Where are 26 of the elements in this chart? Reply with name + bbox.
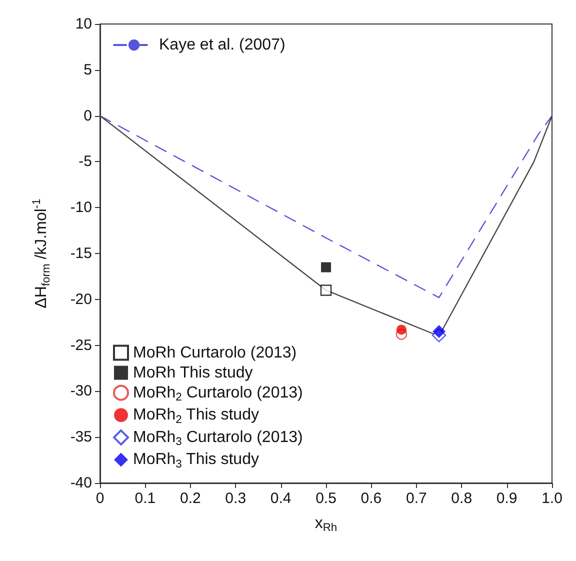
y-tick-label: 10 — [75, 16, 92, 32]
x-tick-label: 1.0 — [542, 490, 562, 507]
x-tick-label: 0.6 — [360, 490, 382, 507]
x-tick-label: 0.2 — [180, 490, 201, 507]
y-tick-label: -35 — [70, 428, 92, 446]
x-tick-label: 0.3 — [225, 490, 246, 507]
x-tick-label: 0.1 — [134, 490, 156, 507]
y-tick-label: -40 — [70, 474, 92, 492]
y-tick-label: -30 — [70, 382, 92, 400]
x-tick-label: 0.4 — [270, 490, 292, 507]
legend-label: MoRh Curtarolo (2013) — [133, 344, 297, 362]
x-tick-label: 0.7 — [406, 490, 427, 507]
y-tick-label: -20 — [70, 290, 92, 308]
y-axis-title: ΔHform /kJ.mol-1 — [30, 198, 52, 308]
y-tick-label: -5 — [78, 153, 92, 170]
y-tick-label: 5 — [84, 61, 92, 78]
y-tick-label: -15 — [70, 245, 92, 262]
legend-label: Kaye et al. (2007) — [159, 36, 286, 54]
x-tick-label: 0.9 — [496, 490, 518, 507]
legend-label: MoRh This study — [133, 364, 253, 382]
y-tick-label: 0 — [84, 107, 92, 124]
x-tick-label: 0 — [96, 490, 104, 507]
y-tick-label: -10 — [70, 199, 92, 216]
x-tick-label: 0.8 — [451, 490, 472, 507]
x-tick-label: 0.5 — [316, 490, 336, 507]
y-tick-label: -25 — [70, 336, 92, 354]
